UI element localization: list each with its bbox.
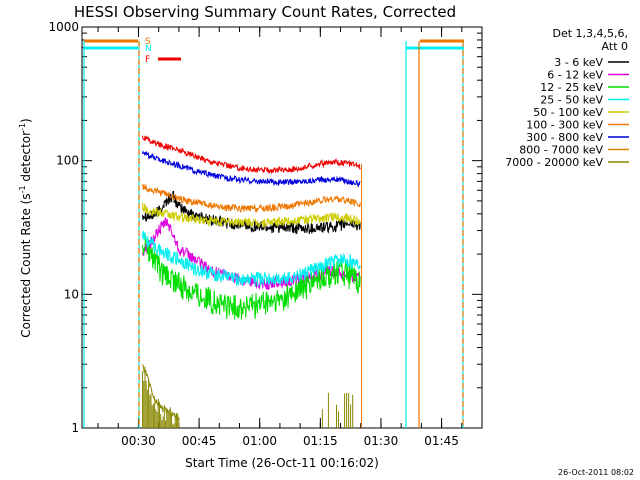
y-axis-label-mid: detector bbox=[19, 131, 33, 186]
y-axis-ticks: 1 10 100 1000 bbox=[48, 20, 482, 435]
flag-label-s: S bbox=[145, 37, 151, 47]
y-axis-label-end: ) bbox=[19, 118, 33, 123]
legend-label: 50 - 100 keV bbox=[533, 106, 603, 119]
series-lines bbox=[142, 135, 363, 428]
x-tick-label: 01:45 bbox=[424, 434, 459, 448]
x-tick-label: 00:30 bbox=[121, 434, 156, 448]
x-axis-ticks: 00:30 00:45 01:00 01:15 01:30 01:45 bbox=[97, 27, 483, 448]
legend-label: 7000 - 20000 keV bbox=[505, 156, 603, 169]
y-tick-label: 100 bbox=[56, 154, 79, 168]
series-line-25-50-kev bbox=[142, 230, 361, 287]
legend-label: 3 - 6 keV bbox=[554, 56, 603, 69]
legend-label: 100 - 300 keV bbox=[526, 119, 603, 132]
y-tick-label: 1 bbox=[71, 421, 79, 435]
series-line-unlabeled bbox=[142, 135, 361, 175]
x-axis-label: Start Time (26-Oct-11 00:16:02) bbox=[185, 456, 379, 470]
timestamp: 26-Oct-2011 08:02 bbox=[558, 468, 634, 477]
legend-label: 25 - 50 keV bbox=[540, 94, 603, 107]
series-line-100-300-kev bbox=[142, 184, 361, 214]
y-axis-label-main: Corrected Count Rate (s bbox=[19, 193, 33, 337]
legend-label: 12 - 25 keV bbox=[540, 81, 603, 94]
x-tick-label: 01:15 bbox=[303, 434, 338, 448]
series-line-300-800-kev bbox=[142, 149, 361, 188]
chart-title: HESSI Observing Summary Count Rates, Cor… bbox=[74, 3, 456, 21]
x-tick-label: 01:00 bbox=[242, 434, 277, 448]
legend-header-line1: Det 1,3,4,5,6, bbox=[552, 27, 628, 40]
legend: Det 1,3,4,5,6, Att 0 bbox=[552, 27, 628, 53]
x-tick-label: 01:30 bbox=[364, 434, 399, 448]
series-line-7000-20000-kev bbox=[142, 364, 179, 421]
y-axis-label-group: Corrected Count Rate (s-1 detector-1) bbox=[18, 118, 33, 337]
x-tick-label: 00:45 bbox=[182, 434, 217, 448]
y-tick-label: 1000 bbox=[48, 20, 79, 34]
legend-label: 300 - 800 keV bbox=[526, 131, 603, 144]
flag-label-f: F bbox=[145, 55, 150, 65]
flag-markers: SNF bbox=[83, 37, 464, 428]
y-axis-label-sup1: -1 bbox=[18, 185, 27, 193]
legend-label: 6 - 12 keV bbox=[547, 69, 603, 82]
plot-area bbox=[81, 26, 483, 429]
legend-header-line2: Att 0 bbox=[602, 40, 628, 53]
series-line-50-100-kev bbox=[142, 202, 361, 229]
flag-label-n: N bbox=[145, 44, 152, 54]
y-axis-label: Corrected Count Rate (s-1 detector-1) bbox=[18, 118, 33, 337]
y-axis-label-sup2: -1 bbox=[18, 123, 27, 131]
legend-label: 800 - 7000 keV bbox=[519, 144, 603, 157]
series-line-3-6-kev bbox=[142, 190, 361, 235]
y-tick-label: 10 bbox=[64, 287, 79, 301]
plot-frame bbox=[81, 26, 483, 429]
series-line-12-25-kev bbox=[142, 234, 361, 320]
